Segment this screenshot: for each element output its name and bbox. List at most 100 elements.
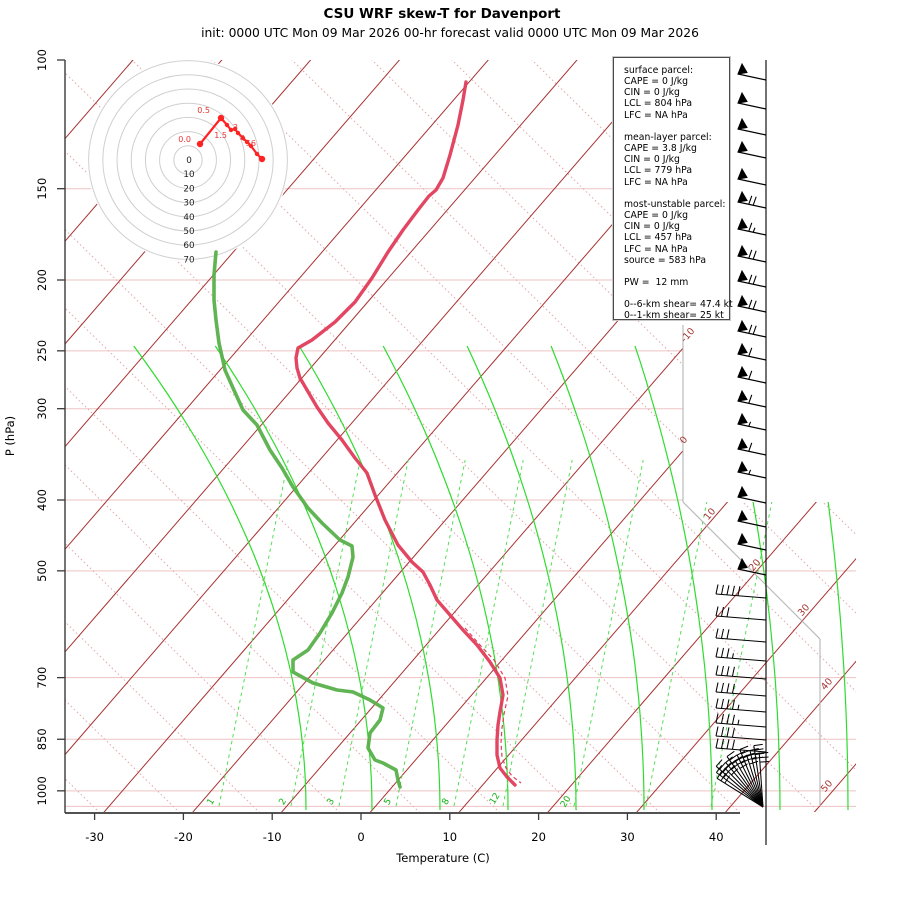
barb-pennant [737, 389, 748, 402]
info-box-line: source = 583 hPa [624, 254, 707, 266]
info-box-line: surface parcel: [624, 65, 694, 76]
barb-staff [737, 151, 767, 159]
info-box-line [624, 188, 727, 199]
hodograph-point-label: 3 [233, 123, 238, 132]
dry-adiabat-line [761, 60, 856, 812]
info-box-line: LCL = 457 hPa [624, 232, 693, 244]
wind-barb [737, 485, 767, 504]
wind-barb [715, 628, 767, 643]
barb-feather-full [726, 750, 735, 757]
x-tick-label: 40 [709, 830, 724, 844]
hodograph-ring-label: 50 [183, 227, 195, 237]
info-box-line: CIN = 0 J/kg [624, 87, 680, 99]
hodograph-point-label: 56 [246, 139, 256, 148]
chart-title: CSU WRF skew-T for Davenport [323, 6, 561, 22]
wind-barb [715, 713, 767, 728]
barb-feather-half [748, 421, 752, 427]
y-tick-label: 400 [35, 489, 49, 511]
wind-barb [737, 244, 767, 263]
wind-barb [737, 319, 767, 338]
barb-feather-full [720, 628, 724, 639]
wind-barb [715, 682, 767, 697]
barb-staff [737, 255, 767, 263]
isotherm-line [65, 60, 587, 812]
barb-pennant [737, 342, 748, 355]
info-box-line: 0--1-km shear= 25 kt [624, 310, 724, 322]
barb-pennant [737, 485, 748, 498]
barb-feather-full [715, 682, 719, 693]
isotherm-line [65, 60, 498, 812]
wind-barb [737, 460, 767, 479]
y-tick-label: 700 [35, 667, 49, 689]
info-box-line: LFC = NA hPa [624, 176, 688, 188]
y-tick-label: 100 [35, 49, 49, 71]
wind-barb [737, 509, 767, 528]
barb-feather-full [731, 727, 735, 738]
wind-barb [737, 365, 767, 384]
barb-staff [715, 674, 767, 680]
info-box-line: LFC = NA hPa [624, 243, 688, 255]
wind-barb [737, 217, 767, 236]
barb-feather-half [737, 704, 740, 710]
info-box-line: LCL = 779 hPa [624, 165, 693, 177]
y-tick-label: 850 [35, 728, 49, 750]
y-tick-label: 500 [35, 560, 49, 582]
wind-barb-column [715, 60, 769, 845]
barb-pennant [737, 269, 748, 282]
moist-adiabat-line [718, 345, 781, 811]
isotherm-line [506, 60, 856, 812]
barb-staff [737, 376, 767, 384]
x-tick-label: -20 [174, 830, 193, 844]
info-box-line: LFC = NA hPa [624, 109, 688, 121]
wind-barb [737, 294, 767, 313]
barb-pennant [737, 509, 748, 522]
barb-pennant [737, 167, 748, 180]
barb-feather-full [726, 739, 730, 749]
barb-feather-full [748, 249, 753, 259]
hodograph-point [258, 155, 266, 163]
barb-feather-full [731, 714, 735, 725]
wind-barb [715, 738, 767, 753]
barb-staff [737, 102, 767, 110]
barb-staff [737, 280, 767, 288]
x-tick-label: 0 [357, 830, 364, 844]
barb-feather-full [754, 748, 764, 751]
info-box-line: 0--6-km shear= 47.4 kt [624, 299, 733, 311]
mixing-ratio-line [395, 459, 466, 807]
hodograph-ring-label: 60 [183, 241, 195, 251]
barb-feather-full [748, 442, 753, 452]
wind-barb-fan [715, 759, 764, 808]
barb-feather-full [752, 250, 757, 260]
barb-staff [737, 128, 767, 136]
wind-barb [737, 140, 767, 159]
hodograph-ring [173, 145, 203, 175]
info-box-line: CAPE = 3.8 J/kg [624, 143, 697, 155]
barb-feather-full [752, 325, 757, 335]
dry-adiabat-line [201, 60, 856, 812]
info-box-line: CAPE = 0 J/kg [624, 76, 689, 88]
barb-pennant [737, 62, 748, 75]
barb-pennant [737, 190, 748, 203]
hodograph-ring-label: 70 [183, 255, 195, 265]
barb-staff [715, 637, 767, 643]
info-box-line [624, 266, 727, 277]
wind-barb [715, 698, 767, 713]
barb-staff [734, 760, 764, 808]
mixing-ratio-line [338, 459, 409, 807]
isotherm-label: -10 [679, 326, 697, 345]
barb-feather-full [715, 606, 719, 617]
barb-feather-full [719, 762, 726, 770]
barb-feather-full [715, 698, 719, 709]
barb-feather-full [748, 222, 753, 232]
barb-feather-full [715, 647, 719, 658]
barb-feather-half [731, 653, 734, 659]
barb-staff [737, 305, 767, 313]
barb-feather-full [726, 585, 730, 595]
wind-barb [715, 584, 767, 599]
barb-feather-full [720, 738, 724, 749]
barb-feather-full [741, 749, 750, 755]
barb-feather-full [752, 300, 757, 310]
barb-staff [753, 745, 764, 808]
isotherm-line [328, 60, 856, 812]
